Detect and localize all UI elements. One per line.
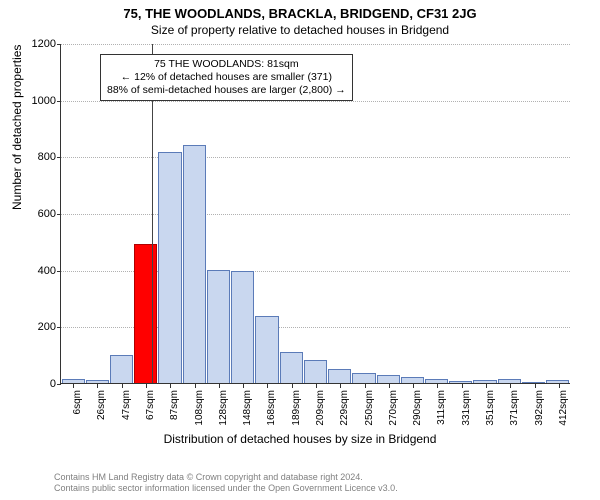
xtick-label: 209sqm xyxy=(315,390,326,430)
xtick-label: 47sqm xyxy=(121,390,132,430)
chart-title: 75, THE WOODLANDS, BRACKLA, BRIDGEND, CF… xyxy=(0,0,600,21)
y-axis-label: Number of detached properties xyxy=(10,45,24,210)
bar xyxy=(449,381,472,383)
xtick-mark xyxy=(535,384,536,388)
xtick-label: 290sqm xyxy=(412,390,423,430)
xtick-mark xyxy=(73,384,74,388)
annotation-line: 88% of semi-detached houses are larger (… xyxy=(107,84,346,97)
xtick-mark xyxy=(219,384,220,388)
ytick-label: 1000 xyxy=(32,95,56,107)
xtick-mark xyxy=(437,384,438,388)
bar xyxy=(328,369,351,383)
x-axis-label: Distribution of detached houses by size … xyxy=(0,432,600,446)
xtick-mark xyxy=(510,384,511,388)
xtick-mark xyxy=(462,384,463,388)
bar xyxy=(304,360,327,383)
bar xyxy=(377,375,400,384)
bar xyxy=(498,379,521,383)
footer-line: Contains public sector information licen… xyxy=(54,483,398,494)
xtick-mark xyxy=(122,384,123,388)
xtick-label: 270sqm xyxy=(388,390,399,430)
annotation-box: 75 THE WOODLANDS: 81sqm ← 12% of detache… xyxy=(100,54,353,101)
xtick-mark xyxy=(243,384,244,388)
xtick-label: 229sqm xyxy=(339,390,350,430)
ytick-label: 0 xyxy=(50,378,56,390)
xtick-label: 351sqm xyxy=(485,390,496,430)
footer-attribution: Contains HM Land Registry data © Crown c… xyxy=(54,472,398,494)
bar xyxy=(183,145,206,383)
xtick-label: 26sqm xyxy=(96,390,107,430)
bar xyxy=(255,316,278,383)
xtick-label: 108sqm xyxy=(194,390,205,430)
xtick-label: 168sqm xyxy=(266,390,277,430)
bar xyxy=(546,380,569,383)
xtick-label: 311sqm xyxy=(436,390,447,430)
bar xyxy=(280,352,303,383)
xtick-label: 392sqm xyxy=(534,390,545,430)
xtick-mark xyxy=(389,384,390,388)
ytick-label: 200 xyxy=(38,321,56,333)
ytick-label: 400 xyxy=(38,265,56,277)
xtick-label: 250sqm xyxy=(364,390,375,430)
bar xyxy=(134,244,157,383)
xtick-mark xyxy=(340,384,341,388)
xtick-mark xyxy=(559,384,560,388)
xtick-label: 189sqm xyxy=(291,390,302,430)
xtick-mark xyxy=(292,384,293,388)
xtick-label: 331sqm xyxy=(461,390,472,430)
footer-line: Contains HM Land Registry data © Crown c… xyxy=(54,472,398,483)
xtick-mark xyxy=(97,384,98,388)
bar xyxy=(352,373,375,383)
bar xyxy=(522,382,545,383)
bar xyxy=(62,379,85,383)
ytick-label: 800 xyxy=(38,151,56,163)
xtick-label: 128sqm xyxy=(218,390,229,430)
bar xyxy=(86,380,109,383)
bar xyxy=(473,380,496,383)
xtick-mark xyxy=(267,384,268,388)
chart-subtitle: Size of property relative to detached ho… xyxy=(0,21,600,37)
bar xyxy=(401,377,424,383)
xtick-label: 6sqm xyxy=(72,390,83,430)
xtick-label: 67sqm xyxy=(145,390,156,430)
xtick-label: 371sqm xyxy=(509,390,520,430)
xtick-label: 87sqm xyxy=(169,390,180,430)
xtick-mark xyxy=(316,384,317,388)
xtick-mark xyxy=(170,384,171,388)
bar xyxy=(425,379,448,383)
ytick-label: 600 xyxy=(38,208,56,220)
xtick-mark xyxy=(413,384,414,388)
bar xyxy=(231,271,254,383)
bar xyxy=(110,355,133,383)
annotation-line: ← 12% of detached houses are smaller (37… xyxy=(107,71,346,84)
xtick-label: 412sqm xyxy=(558,390,569,430)
ytick-mark xyxy=(57,384,61,385)
xtick-mark xyxy=(146,384,147,388)
ytick-label: 1200 xyxy=(32,38,56,50)
xtick-mark xyxy=(365,384,366,388)
xtick-mark xyxy=(195,384,196,388)
xtick-mark xyxy=(486,384,487,388)
bar xyxy=(158,152,181,383)
annotation-line: 75 THE WOODLANDS: 81sqm xyxy=(107,58,346,71)
xtick-label: 148sqm xyxy=(242,390,253,430)
bar xyxy=(207,270,230,383)
